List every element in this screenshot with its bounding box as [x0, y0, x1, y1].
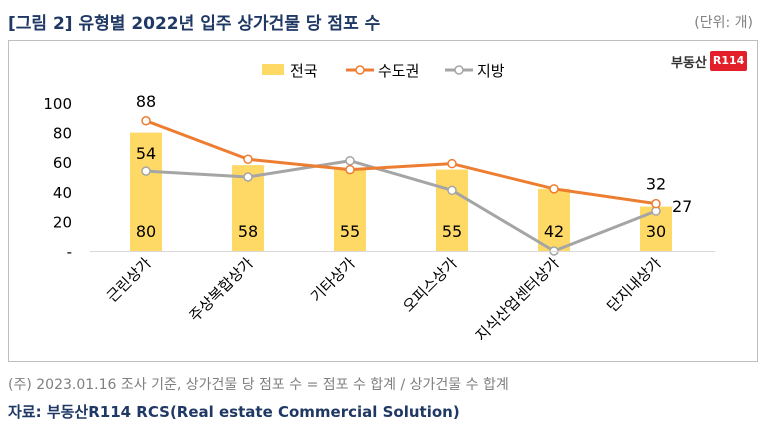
legend-swatch-bar: [262, 64, 284, 75]
bars: [130, 132, 672, 251]
bar-value-label: 55: [340, 222, 360, 241]
legend-marker-local: [454, 65, 464, 75]
chart-title: [그림 2] 유형별 2022년 입주 상가건물 당 점포 수: [8, 14, 381, 34]
bar-value-label: 80: [136, 222, 156, 241]
local-value-label: 54: [136, 144, 156, 163]
data-labels: 80 58 55 55 42 30 88 32 54 27: [136, 92, 693, 241]
x-tick-label: 주상복합상가: [186, 254, 257, 325]
y-tick-label: 100: [43, 95, 72, 113]
capital-point: [141, 116, 151, 126]
capital-point: [549, 184, 559, 194]
capital-point: [447, 158, 457, 169]
legend: 전국 수도권 지방: [262, 62, 505, 80]
source-text: 자료: 부동산R114 RCS(Real estate Commercial S…: [8, 403, 460, 421]
unit-label: (단위: 개): [694, 15, 753, 31]
local-point: [345, 155, 355, 166]
y-tick-label: 20: [53, 213, 72, 231]
x-tick-label: 지식산업센터상가: [472, 254, 563, 345]
logo-text: 부동산: [671, 55, 707, 71]
x-tick-label: 기타상가: [307, 254, 359, 306]
bar-value-label: 55: [442, 222, 462, 241]
local-value-label: 27: [672, 197, 692, 216]
x-tick-label: 단지내상가: [603, 254, 665, 316]
local-point: [243, 172, 253, 182]
capital-point: [651, 198, 661, 209]
bar-3: [436, 169, 468, 251]
brand-logo: 부동산 R114: [671, 49, 748, 73]
legend-marker-capital: [355, 65, 365, 75]
x-axis: 근린상가 주상복합상가 기타상가 오피스상가 지식산업센터상가 단지내상가: [90, 251, 715, 345]
bar-4: [538, 188, 570, 251]
y-tick-label: 40: [53, 184, 72, 202]
capital-point: [345, 164, 355, 175]
x-tick-label: 근린상가: [103, 254, 155, 306]
lines: [141, 116, 661, 256]
capital-line: [145, 119, 657, 206]
bar-value-label: 42: [544, 222, 564, 241]
bar-0: [130, 132, 162, 251]
y-tick-label: 80: [53, 125, 72, 143]
local-point: [141, 166, 151, 176]
capital-value-label: 88: [136, 92, 156, 111]
x-tick-label: 오피스상가: [399, 254, 461, 316]
y-tick-label: 60: [53, 154, 72, 172]
bar-value-label: 30: [646, 222, 666, 241]
bar-value-label: 58: [238, 222, 258, 241]
legend-label: 지방: [477, 62, 505, 80]
legend-label: 전국: [290, 62, 318, 80]
local-line: [145, 159, 657, 253]
y-tick-label: -: [67, 243, 72, 261]
y-axis: - 20 40 60 80 100: [43, 95, 72, 261]
capital-point: [243, 154, 253, 164]
legend-label: 수도권: [378, 62, 419, 80]
footnote: (주) 2023.01.16 조사 기준, 상가건물 당 점포 수 = 점포 수…: [8, 377, 509, 393]
local-point: [447, 185, 457, 196]
logo-badge: R114: [709, 51, 748, 71]
capital-value-label: 32: [646, 175, 666, 194]
bar-2: [334, 169, 366, 251]
